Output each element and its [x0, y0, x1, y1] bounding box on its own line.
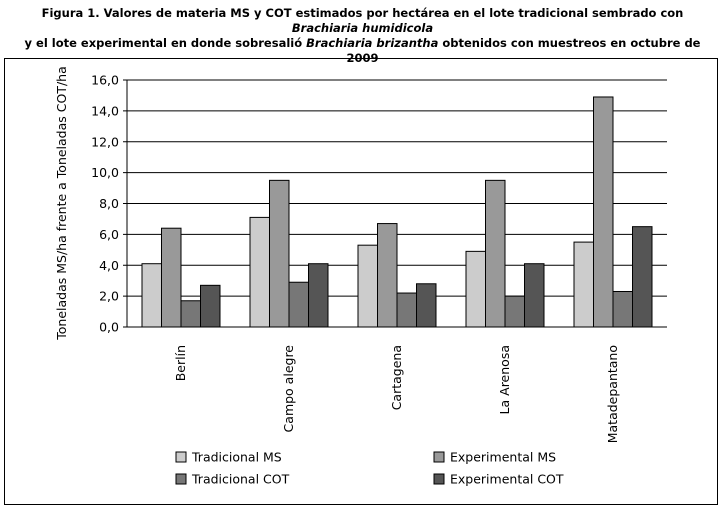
y-tick-label: 0,0 — [99, 320, 119, 335]
bar — [632, 226, 653, 328]
x-tick-label: Cartagena — [389, 345, 404, 410]
bar — [396, 292, 417, 328]
bar — [249, 216, 270, 328]
legend-label: Tradicional MS — [191, 450, 282, 465]
bar — [612, 290, 633, 328]
caption-line-2-species: Brachiaria brizantha — [306, 36, 439, 50]
y-tick-label: 16,0 — [91, 73, 119, 88]
bar — [416, 283, 437, 328]
bar — [141, 263, 162, 328]
caption-line-2: y el lote experimental en donde sobresal… — [8, 36, 717, 66]
y-tick-label: 8,0 — [99, 196, 119, 211]
x-tick-label: Berlín — [173, 345, 188, 381]
legend-swatch — [433, 451, 445, 463]
x-tick-label: La Arenosa — [497, 345, 512, 414]
bar — [524, 263, 545, 328]
legend-label: Tradicional COT — [191, 472, 290, 487]
y-tick-label: 12,0 — [91, 134, 119, 149]
x-tick-label: Matadepantano — [605, 345, 620, 443]
y-tick-label: 4,0 — [99, 258, 119, 273]
caption-line-1-text: Figura 1. Valores de materia MS y COT es… — [41, 6, 684, 20]
caption-line-2-text: y el lote experimental en donde sobresal… — [24, 36, 307, 50]
y-tick-label: 2,0 — [99, 289, 119, 304]
legend-label: Experimental COT — [450, 472, 564, 487]
bar — [288, 281, 309, 328]
bar — [593, 96, 614, 328]
bar — [180, 300, 201, 328]
bar — [161, 227, 182, 328]
bar — [308, 263, 329, 328]
bar — [200, 284, 221, 328]
legend-swatch — [175, 451, 187, 463]
x-tick-label: Campo alegre — [281, 345, 296, 433]
bar — [377, 223, 398, 328]
legend-swatch — [175, 473, 187, 485]
caption-line-1: Figura 1. Valores de materia MS y COT es… — [8, 6, 717, 36]
bar — [485, 179, 506, 328]
y-axis-label: Toneladas MS/ha frente a Toneladas COT/h… — [54, 66, 69, 341]
legend-label: Experimental MS — [450, 450, 556, 465]
bar — [357, 244, 378, 328]
y-tick-label: 6,0 — [99, 227, 119, 242]
figure-caption: Figura 1. Valores de materia MS y COT es… — [8, 6, 717, 66]
bar — [465, 250, 486, 328]
y-tick-label: 10,0 — [91, 165, 119, 180]
caption-line-1-species: Brachiaria humidicola — [291, 21, 434, 35]
y-tick-label: 14,0 — [91, 103, 119, 118]
legend-swatch — [433, 473, 445, 485]
bar — [504, 295, 525, 328]
bar — [269, 179, 290, 328]
chart-frame — [4, 58, 718, 505]
bar — [573, 241, 594, 328]
